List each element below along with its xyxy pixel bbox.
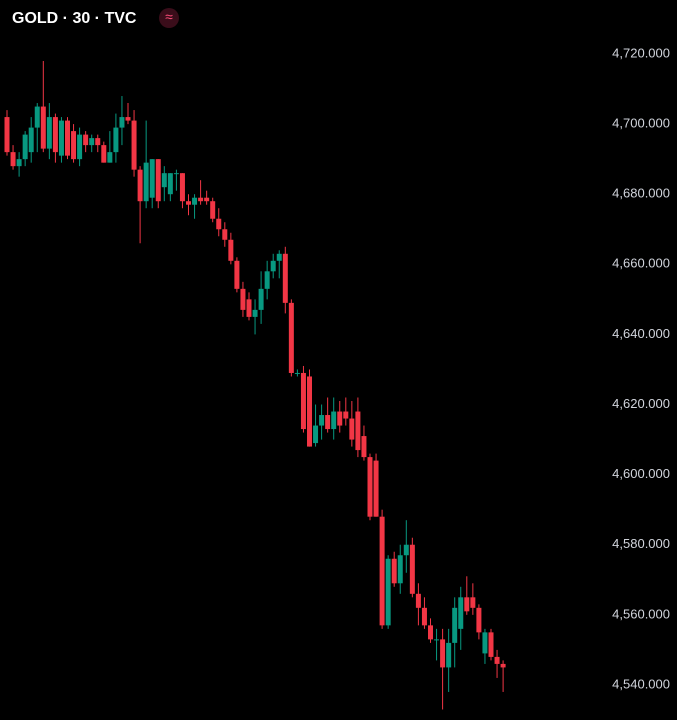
candle-body (434, 639, 440, 641)
y-tick-label: 4,540.000 (612, 676, 670, 691)
candle-body (240, 288, 246, 310)
candle-body (101, 145, 107, 163)
candle-body (355, 411, 361, 451)
candle-body (337, 411, 343, 426)
candle-body (464, 597, 470, 612)
candle-body (143, 162, 149, 202)
candle-body (89, 138, 95, 146)
candle-body (234, 260, 240, 289)
badge: ≈ (165, 9, 173, 25)
candle-body (34, 106, 40, 128)
candle-body (131, 120, 137, 170)
candle-body (270, 260, 276, 272)
candle-body (222, 229, 228, 240)
candle-body (252, 309, 258, 317)
candle-body (228, 239, 234, 261)
candle-body (391, 558, 397, 584)
y-tick-label: 4,580.000 (612, 536, 670, 551)
candle-body (361, 436, 367, 458)
candle-body (77, 134, 83, 160)
candle-body (264, 271, 270, 289)
candle-body (488, 632, 494, 657)
candle-body (167, 173, 173, 195)
candle-body (83, 134, 89, 146)
candle-body (22, 134, 28, 160)
candle-body (446, 642, 452, 668)
candle-body (452, 607, 458, 643)
candle-body (65, 120, 70, 156)
y-tick-label: 4,560.000 (612, 606, 670, 621)
candle-body (192, 197, 198, 205)
candle-body (246, 299, 252, 317)
candle-body (137, 169, 143, 202)
badge-circle (159, 8, 179, 28)
candle-body (385, 558, 391, 626)
candle-body (325, 415, 331, 430)
candle-body (349, 418, 355, 440)
candle-body (428, 625, 433, 640)
candle-body (28, 127, 34, 153)
candle-body (476, 607, 482, 633)
y-tick-label: 4,660.000 (612, 256, 670, 271)
candle-body (500, 663, 506, 668)
candle-body (307, 376, 312, 447)
candle-body (458, 597, 464, 629)
y-tick-label: 4,640.000 (612, 326, 670, 341)
candle-body (46, 117, 52, 149)
candle-body (415, 593, 421, 608)
candle-body (161, 173, 167, 188)
candle-body (58, 120, 64, 156)
candle-body (319, 415, 325, 426)
candle-body (294, 372, 300, 374)
candle-body (125, 117, 131, 121)
candle-body (276, 253, 282, 261)
candle-body (343, 411, 349, 419)
candle-body (282, 253, 288, 303)
candle-body (440, 639, 446, 668)
y-tick-label: 4,600.000 (612, 466, 670, 481)
candle-body (119, 117, 125, 128)
candle-body (173, 173, 179, 175)
y-tick-label: 4,620.000 (612, 396, 670, 411)
candle-body (155, 159, 161, 202)
candle-body (210, 201, 216, 219)
candle-body (313, 425, 319, 444)
candle-body (10, 152, 16, 167)
candle-body (421, 607, 427, 626)
candle-body (198, 197, 204, 202)
candle-body (397, 555, 403, 584)
candle-body (403, 544, 409, 556)
candle-body (95, 138, 101, 146)
candle-body (409, 544, 415, 594)
candle-body (52, 117, 58, 153)
candle-body (300, 372, 306, 430)
candle-body (258, 288, 264, 310)
candle-body (379, 516, 385, 626)
candle-body (40, 106, 46, 149)
candle-body (367, 457, 373, 517)
candle-body (204, 197, 210, 202)
candle-body (4, 117, 10, 153)
chart-title: GOLD · 30 · TVC (12, 10, 137, 27)
candle-body (107, 152, 113, 163)
candle-body (470, 597, 476, 608)
candle-body (288, 302, 294, 373)
candle-body (373, 460, 379, 517)
candle-body (71, 131, 77, 160)
candle-body (494, 656, 500, 664)
candle-body (149, 159, 155, 198)
candle-body (16, 159, 22, 167)
candle-body (482, 632, 488, 654)
candle-body (113, 127, 119, 153)
y-tick-label: 4,720.000 (612, 45, 670, 60)
candle-body (186, 201, 191, 205)
candle-body (179, 173, 185, 202)
y-tick-label: 4,680.000 (612, 186, 670, 201)
candle-body (331, 411, 337, 430)
y-tick-label: 4,700.000 (612, 116, 670, 131)
candle-body (216, 218, 222, 230)
